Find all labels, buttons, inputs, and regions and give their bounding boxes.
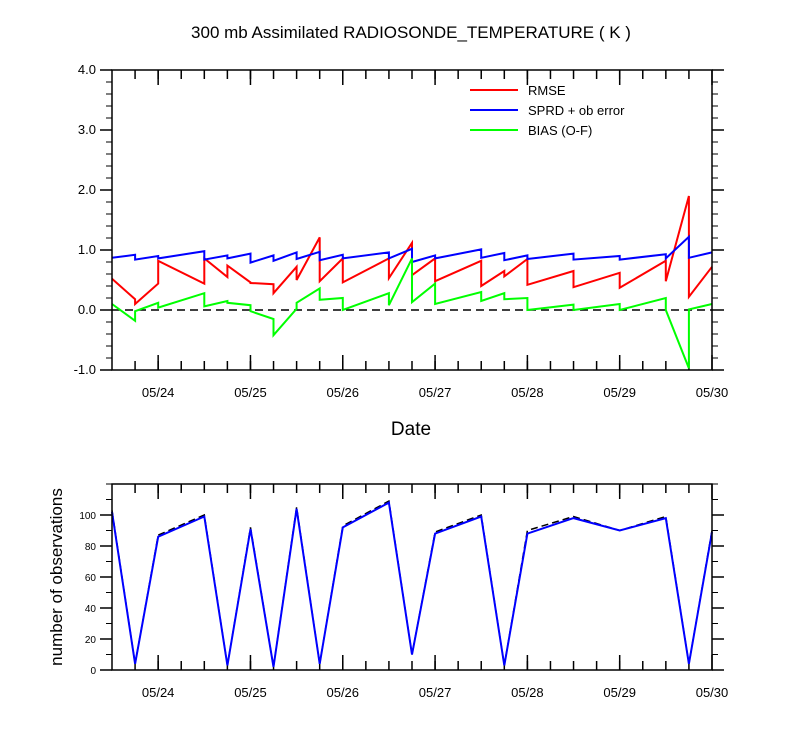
series-line-bias-o-f bbox=[111, 257, 713, 369]
legend-label: BIAS (O-F) bbox=[528, 123, 592, 138]
y-tick-label: -1.0 bbox=[74, 362, 96, 377]
x-tick-label: 05/26 bbox=[326, 385, 359, 400]
y-tick-label: 3.0 bbox=[78, 122, 96, 137]
series-line-sprd-ob-error bbox=[111, 234, 713, 264]
x-tick-label: 05/24 bbox=[142, 685, 175, 700]
y-tick-label: 80 bbox=[85, 542, 97, 553]
x-tick-label: 05/27 bbox=[419, 385, 452, 400]
y-tick-label: 40 bbox=[85, 604, 97, 615]
series-line-rmse bbox=[111, 195, 713, 307]
legend-label: RMSE bbox=[528, 83, 566, 98]
x-tick-label: 05/30 bbox=[696, 385, 729, 400]
y-tick-label: 0.0 bbox=[78, 302, 96, 317]
y-tick-label: 1.0 bbox=[78, 242, 96, 257]
y-tick-label: 2.0 bbox=[78, 182, 96, 197]
y-tick-label: 0 bbox=[90, 666, 96, 677]
legend-label: SPRD + ob error bbox=[528, 103, 625, 118]
plot-frame bbox=[111, 483, 713, 671]
x-tick-label: 05/25 bbox=[234, 385, 267, 400]
x-axis-label: Date bbox=[391, 419, 431, 440]
plot-frame bbox=[111, 69, 713, 371]
y-tick-label: 4.0 bbox=[78, 62, 96, 77]
y-axis-label: number of observations bbox=[47, 488, 66, 666]
bottom-chart: 05/24 05/25 05/26 05/27 05/28 05/29 05/30 0 20 40… bbox=[79, 483, 729, 700]
y-tick-label: 60 bbox=[85, 573, 97, 584]
series-line-assimilated bbox=[111, 501, 713, 668]
top-chart: 05/24 05/25 05/26 05/27 05/28 05/29 05/30 4.0 3.… bbox=[74, 62, 729, 400]
x-tick-label: 05/28 bbox=[511, 685, 544, 700]
x-tick-label: 05/26 bbox=[326, 685, 359, 700]
x-tick-label: 05/29 bbox=[603, 385, 636, 400]
series-line-possible bbox=[111, 499, 713, 668]
y-tick-label: 20 bbox=[85, 635, 97, 646]
x-tick-label: 05/25 bbox=[234, 685, 267, 700]
x-tick-label: 05/27 bbox=[419, 685, 452, 700]
x-tick-label: 05/24 bbox=[142, 385, 175, 400]
y-tick-label: 100 bbox=[79, 511, 96, 522]
chart-title: 300 mb Assimilated RADIOSONDE_TEMPERATUR… bbox=[191, 23, 631, 42]
x-tick-label: 05/30 bbox=[696, 685, 729, 700]
x-tick-label: 05/28 bbox=[511, 385, 544, 400]
x-tick-label: 05/29 bbox=[603, 685, 636, 700]
